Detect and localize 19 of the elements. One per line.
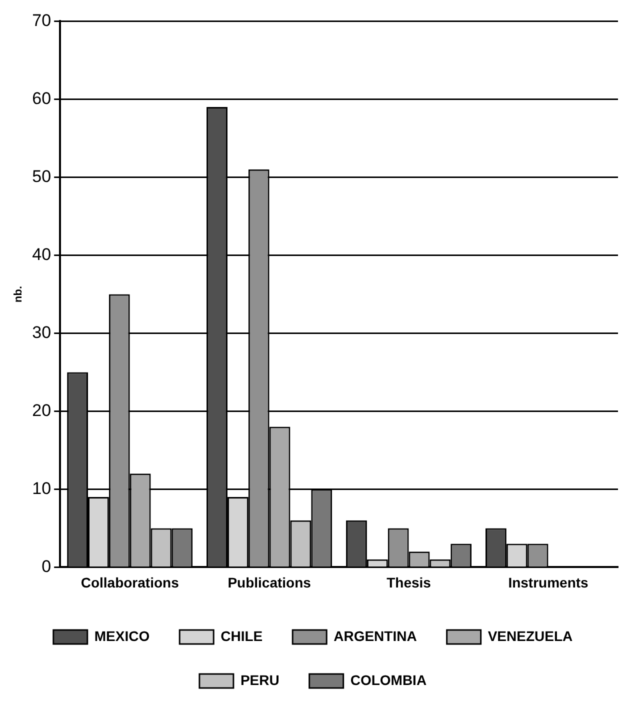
legend-label: ARGENTINA bbox=[334, 628, 417, 644]
x-tick-label: Collaborations bbox=[80, 574, 180, 590]
y-tick-label: 70 bbox=[32, 10, 52, 30]
x-tick-label: Instruments bbox=[508, 574, 589, 590]
y-tick-label: 40 bbox=[32, 244, 52, 264]
y-axis-title: nb. bbox=[12, 286, 25, 302]
y-tick-label: 30 bbox=[32, 322, 52, 342]
y-tick-label: 20 bbox=[32, 400, 52, 420]
legend-label: MEXICO bbox=[94, 628, 150, 644]
legend-label: CHILE bbox=[220, 628, 263, 644]
x-tick-label: Thesis bbox=[386, 574, 432, 590]
legend-label: COLOMBIA bbox=[350, 672, 427, 688]
y-tick-label: 0 bbox=[42, 556, 52, 576]
x-tick-label: Publications bbox=[228, 574, 312, 590]
legend-label: VENEZUELA bbox=[488, 628, 573, 644]
y-tick-label: 60 bbox=[32, 88, 52, 108]
legend-label: PERU bbox=[240, 672, 280, 688]
y-tick-label: 50 bbox=[32, 166, 52, 186]
y-tick-label: 10 bbox=[32, 478, 52, 498]
